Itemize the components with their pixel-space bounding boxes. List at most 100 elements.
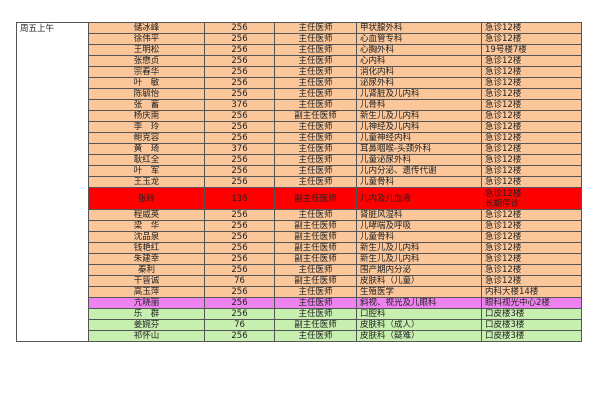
department: 新生儿及儿内科 bbox=[356, 253, 482, 265]
doctor-title: 主任医师 bbox=[274, 165, 357, 177]
doctor-title: 主任医师 bbox=[274, 44, 357, 56]
fee-value: 76 bbox=[204, 319, 275, 331]
doctor-title: 副主任医师 bbox=[274, 253, 357, 265]
doctor-name: 王明松 bbox=[88, 44, 205, 56]
clinic-location: 急诊12楼 bbox=[481, 121, 582, 133]
fee-value: 256 bbox=[204, 253, 275, 265]
doctor-name: 李 玲 bbox=[88, 121, 205, 133]
clinic-location: 急诊12楼 bbox=[481, 22, 582, 34]
fee-value: 256 bbox=[204, 88, 275, 100]
doctor-name: 杨庆南 bbox=[88, 110, 205, 122]
fee-value: 256 bbox=[204, 209, 275, 221]
table-row: 钱艳红 256 副主任医师 新生儿及儿内科 急诊12楼 bbox=[17, 242, 582, 254]
doctor-name: 王玉龙 bbox=[88, 176, 205, 188]
doctor-name: 乐 群 bbox=[88, 308, 205, 320]
department: 新生儿及儿内科 bbox=[356, 110, 482, 122]
doctor-title: 副主任医师 bbox=[274, 242, 357, 254]
doctor-name: 陈毓怡 bbox=[88, 88, 205, 100]
fee-value: 256 bbox=[204, 22, 275, 34]
doctor-name: 张懋贞 bbox=[88, 55, 205, 67]
fee-value: 256 bbox=[204, 55, 275, 67]
clinic-location: 急诊12楼 bbox=[481, 66, 582, 78]
doctor-title: 副主任医师 bbox=[274, 187, 357, 210]
department: 儿哮喘及呼吸 bbox=[356, 220, 482, 232]
fee-value: 376 bbox=[204, 99, 275, 111]
doctor-name: 储冰峰 bbox=[88, 22, 205, 34]
doctor-name: 叶 军 bbox=[88, 165, 205, 177]
doctor-name: 秦利 bbox=[88, 264, 205, 276]
doctor-name: 钱艳红 bbox=[88, 242, 205, 254]
table-row: 乐 群 256 主任医师 口腔科 口皮楼3楼 bbox=[17, 308, 582, 320]
clinic-location: 19号楼7楼 bbox=[481, 44, 582, 56]
fee-value: 256 bbox=[204, 44, 275, 56]
clinic-location: 急诊12楼 长期停诊 bbox=[481, 187, 582, 210]
department: 儿童泌尿外科 bbox=[356, 154, 482, 166]
fee-value: 256 bbox=[204, 132, 275, 144]
table-row: 祁怀山 256 主任医师 皮肤科（疑难） 口皮楼3楼 bbox=[17, 330, 582, 342]
doctor-title: 主任医师 bbox=[274, 143, 357, 155]
department: 围产期内分泌 bbox=[356, 264, 482, 276]
clinic-location: 口皮楼3楼 bbox=[481, 330, 582, 342]
doctor-title: 主任医师 bbox=[274, 33, 357, 45]
department: 生殖医学 bbox=[356, 286, 482, 298]
clinic-location: 急诊12楼 bbox=[481, 275, 582, 287]
doctor-name: 张 蓄 bbox=[88, 99, 205, 111]
department: 甲状腺外科 bbox=[356, 22, 482, 34]
department: 皮肤科（儿童） bbox=[356, 275, 482, 287]
department: 儿神经及儿内科 bbox=[356, 121, 482, 133]
doctor-name: 程威英 bbox=[88, 209, 205, 221]
doctor-title: 主任医师 bbox=[274, 209, 357, 221]
doctor-name: 叶 敏 bbox=[88, 77, 205, 89]
doctor-name: 黄 琦 bbox=[88, 143, 205, 155]
clinic-location: 口皮楼3楼 bbox=[481, 319, 582, 331]
department: 消化内科 bbox=[356, 66, 482, 78]
department: 儿骨科 bbox=[356, 99, 482, 111]
table-row: 张 蓄 376 主任医师 儿骨科 急诊12楼 bbox=[17, 99, 582, 111]
doctor-name: 宗春华 bbox=[88, 66, 205, 78]
department: 皮肤科（疑难） bbox=[356, 330, 482, 342]
doctor-title: 副主任医师 bbox=[274, 275, 357, 287]
clinic-location-line: 急诊12楼 bbox=[485, 188, 522, 199]
fee-value: 256 bbox=[204, 176, 275, 188]
doctor-name: 干皆诚 bbox=[88, 275, 205, 287]
table-row: 梁 华 256 副主任医师 儿哮喘及呼吸 急诊12楼 bbox=[17, 220, 582, 232]
table-row: 张玲 136 副主任医师 儿内及儿血液 急诊12楼 长期停诊 bbox=[17, 187, 582, 210]
department: 儿童骨科 bbox=[356, 176, 482, 188]
fee-value: 256 bbox=[204, 165, 275, 177]
table-row: 亢晓丽 256 主任医师 斜视、视光及儿眼科 眼科视光中心2楼 bbox=[17, 297, 582, 309]
fee-value: 256 bbox=[204, 308, 275, 320]
clinic-location: 急诊12楼 bbox=[481, 143, 582, 155]
schedule-body: 周五上午 储冰峰 256 主任医师 甲状腺外科 急诊12楼 徐伟平 256 主任医师 心血管专科急… bbox=[16, 22, 582, 342]
doctor-name: 高玉萍 bbox=[88, 286, 205, 298]
table-row: 张懋贞 256 主任医师 心内科 急诊12楼 bbox=[17, 55, 582, 67]
clinic-location: 急诊12楼 bbox=[481, 209, 582, 221]
doctor-title: 主任医师 bbox=[274, 77, 357, 89]
schedule-table: 周五上午 储冰峰 256 主任医师 甲状腺外科 急诊12楼 徐伟平 256 主任医师 心血管专科急… bbox=[16, 22, 582, 342]
doctor-name: 亢晓丽 bbox=[88, 297, 205, 309]
doctor-name: 沈品泉 bbox=[88, 231, 205, 243]
doctor-title: 副主任医师 bbox=[274, 319, 357, 331]
table-row: 王玉龙 256 主任医师 儿童骨科 急诊12楼 bbox=[17, 176, 582, 188]
fee-value: 256 bbox=[204, 154, 275, 166]
day-label: 周五上午 bbox=[16, 22, 89, 342]
doctor-title: 主任医师 bbox=[274, 22, 357, 34]
doctor-name: 张玲 bbox=[88, 187, 205, 210]
clinic-location: 急诊12楼 bbox=[481, 154, 582, 166]
department: 泌尿外科 bbox=[356, 77, 482, 89]
department: 肾脏风湿科 bbox=[356, 209, 482, 221]
clinic-location: 急诊12楼 bbox=[481, 110, 582, 122]
department: 心血管专科 bbox=[356, 33, 482, 45]
doctor-title: 主任医师 bbox=[274, 286, 357, 298]
fee-value: 256 bbox=[204, 33, 275, 45]
doctor-title: 主任医师 bbox=[274, 55, 357, 67]
doctor-title: 主任医师 bbox=[274, 88, 357, 100]
clinic-location: 口皮楼3楼 bbox=[481, 308, 582, 320]
department: 心内科 bbox=[356, 55, 482, 67]
fee-value: 256 bbox=[204, 110, 275, 122]
table-row: 叶 军 256 主任医师 儿内分泌、遗传代谢 急诊12楼 bbox=[17, 165, 582, 177]
clinic-location: 急诊12楼 bbox=[481, 99, 582, 111]
table-row: 叶 敏 256 主任医师 泌尿外科 急诊12楼 bbox=[17, 77, 582, 89]
doctor-title: 副主任医师 bbox=[274, 231, 357, 243]
department: 儿内及儿血液 bbox=[356, 187, 482, 210]
clinic-location: 急诊12楼 bbox=[481, 132, 582, 144]
